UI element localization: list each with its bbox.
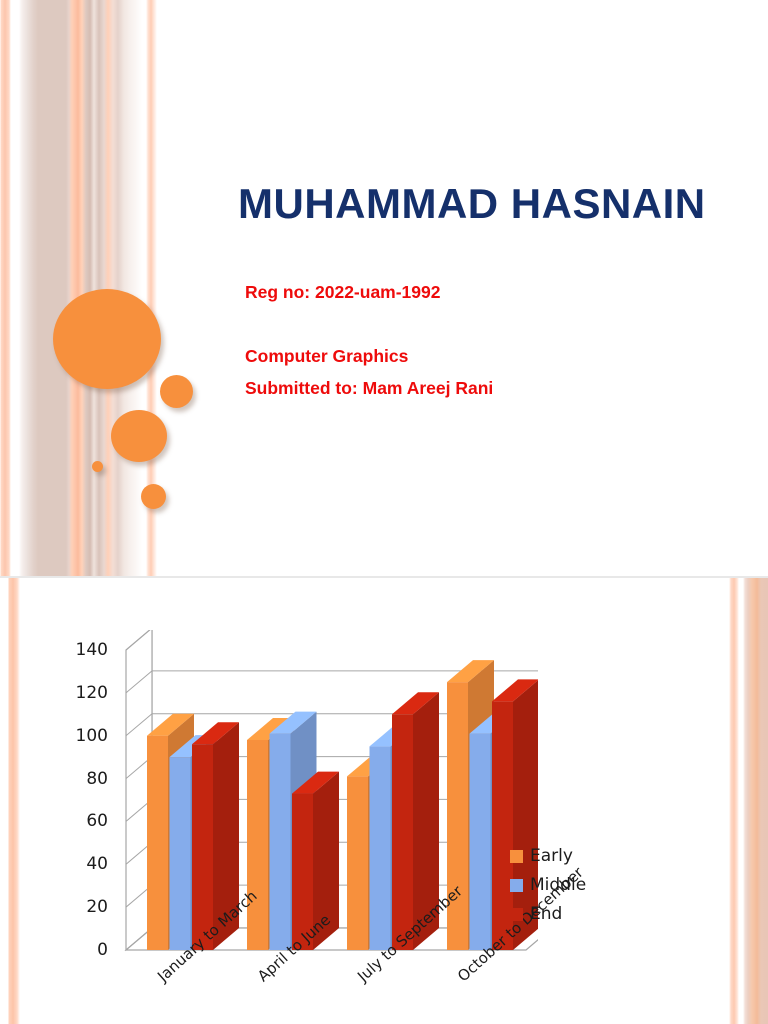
registration-number: Reg no: 2022-uam-1992 (245, 282, 441, 302)
y-axis-tick-label: 100 (75, 725, 108, 746)
legend-item: Early (510, 846, 586, 866)
y-axis-tick-label: 60 (86, 811, 108, 832)
y-axis-tick-label: 140 (75, 640, 108, 660)
legend-swatch-icon (510, 878, 523, 892)
bar-chart: 0 20 40 60 80 100 120 140 January to March April… (58, 630, 587, 1024)
legend-label: End (530, 904, 563, 924)
chart-plot-area (124, 630, 538, 952)
decorative-stripes-band (0, 0, 190, 576)
decorative-circle-right (160, 375, 193, 408)
decorative-circle-large (53, 289, 161, 389)
legend-swatch-icon (510, 849, 523, 863)
legend-item: Middle (510, 875, 586, 895)
course-name: Computer Graphics (245, 346, 409, 366)
submitted-to: Submitted to: Mam Areej Rani (245, 378, 494, 398)
decorative-stripe-right (700, 578, 768, 1024)
decorative-stripe-left (0, 578, 26, 1024)
chart-legend: Early Middle End (510, 846, 586, 933)
y-axis-tick-label: 80 (86, 768, 108, 789)
y-axis-tick-label: 40 (86, 854, 108, 875)
legend-swatch-icon (510, 907, 523, 921)
slide-title: MUHAMMAD HASNAIN Reg no: 2022-uam-1992 C… (0, 0, 768, 576)
decorative-circle-dot (92, 461, 103, 472)
slide-chart: 0 20 40 60 80 100 120 140 January to March April… (0, 578, 768, 1024)
y-axis-labels: 0 20 40 60 80 100 120 140 (58, 630, 108, 960)
y-axis-tick-label: 120 (75, 682, 108, 703)
y-axis-tick-label: 20 (86, 897, 108, 918)
legend-label: Middle (530, 875, 587, 895)
decorative-circle-small (141, 484, 166, 509)
y-axis-tick-label: 0 (97, 940, 108, 960)
legend-item: End (510, 904, 586, 924)
page-title: MUHAMMAD HASNAIN (238, 180, 706, 227)
decorative-circle-medium (111, 410, 167, 462)
legend-label: Early (530, 846, 573, 866)
x-axis-labels: January to March April to June July to Sep… (58, 630, 587, 985)
